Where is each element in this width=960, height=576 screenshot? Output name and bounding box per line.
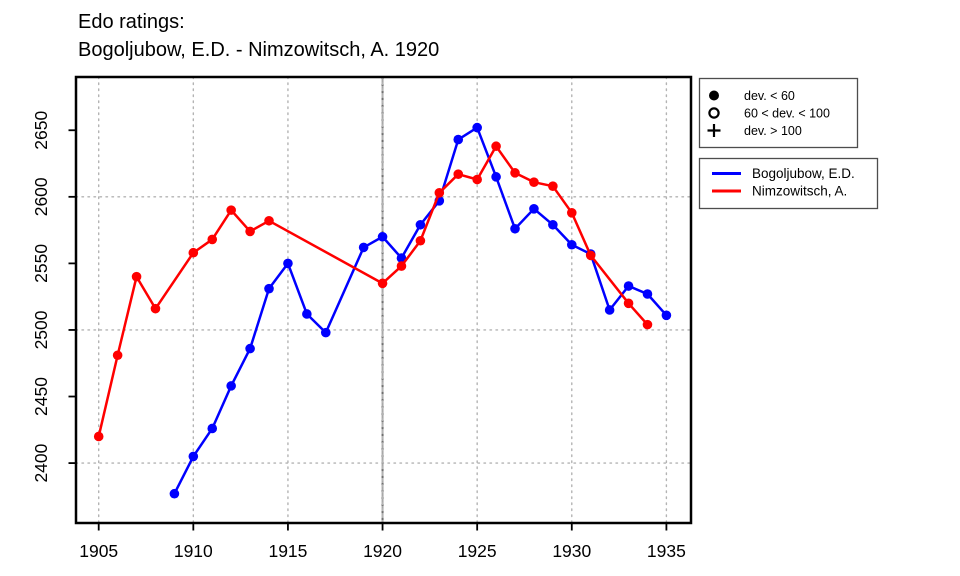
chart-title-line1: Edo ratings: <box>78 11 185 33</box>
x-tick-label: 1925 <box>458 541 497 561</box>
data-point-2 <box>548 181 558 191</box>
series-legend: Bogoljubow, E.D. Nimzowitsch, A. <box>698 157 879 210</box>
data-point-2 <box>566 207 577 218</box>
data-point-2 <box>472 174 482 185</box>
symbol-legend-box <box>698 77 859 149</box>
y-tick-label: 2550 <box>31 244 51 283</box>
data-point-2 <box>131 271 142 282</box>
data-point-1 <box>510 223 520 234</box>
axes-layer: 1905 1910 1915 1920 1925 1930 1935 2400 2450 2500… <box>31 111 686 561</box>
y-tick-label: 2600 <box>31 177 51 216</box>
chart-title-line2: Bogoljubow, E.D. - Nimzowitsch, A. 1920 <box>78 39 439 61</box>
data-point-2 <box>377 278 388 289</box>
symbol-legend-label-3: dev. > 100 <box>744 124 802 138</box>
data-point-1 <box>396 253 407 263</box>
gridline-layer <box>75 76 692 524</box>
y-tick-label: 2500 <box>31 310 51 349</box>
data-point-1 <box>604 305 615 315</box>
data-point-2 <box>434 188 445 198</box>
series-legend-box <box>698 157 879 210</box>
data-point-1 <box>642 289 653 299</box>
data-point-1 <box>377 231 388 242</box>
data-point-1 <box>358 242 369 253</box>
data-point-2 <box>188 247 199 258</box>
symbol-legend-label-2: 60 < dev. < 100 <box>744 107 830 121</box>
symbol-legend: dev. < 60 60 < dev. < 100 dev. > 100 <box>698 77 859 149</box>
data-point-1 <box>453 134 464 145</box>
data-point-2 <box>585 250 596 261</box>
data-point-1 <box>283 258 293 269</box>
series-line-2 <box>97 144 649 438</box>
data-point-2 <box>491 141 501 152</box>
data-point-2 <box>529 177 539 187</box>
series-line-1 <box>173 126 668 495</box>
data-point-1 <box>491 172 501 182</box>
data-point-1 <box>415 219 426 230</box>
data-point-2 <box>264 215 274 226</box>
data-point-1 <box>226 381 236 391</box>
data-point-2 <box>245 226 255 237</box>
data-point-2 <box>510 168 520 178</box>
series-legend-label-2: Nimzowitsch, A. <box>752 184 847 199</box>
data-point-1 <box>188 451 199 462</box>
x-tick-label: 1915 <box>268 541 307 561</box>
filled-circle-icon <box>709 90 719 101</box>
data-point-1 <box>472 122 482 133</box>
x-tick-label: 1905 <box>79 541 118 561</box>
data-point-1 <box>169 488 180 499</box>
x-tick-label: 1920 <box>363 541 402 561</box>
x-tick-label: 1930 <box>552 541 591 561</box>
data-point-1 <box>566 239 577 250</box>
data-point-2 <box>396 261 407 271</box>
x-tick-label: 1935 <box>647 541 686 561</box>
plot-border <box>74 75 693 525</box>
data-point-1 <box>529 204 539 214</box>
data-point-2 <box>150 303 161 314</box>
data-point-2 <box>623 298 634 309</box>
series-legend-label-1: Bogoljubow, E.D. <box>752 166 855 181</box>
data-point-1 <box>302 309 312 319</box>
x-tick-label: 1910 <box>174 541 213 561</box>
data-point-1 <box>245 343 255 354</box>
data-point-2 <box>226 205 236 215</box>
data-point-2 <box>93 431 104 442</box>
data-point-2 <box>415 235 426 246</box>
data-point-1 <box>264 283 274 294</box>
symbol-legend-label-1: dev. < 60 <box>744 89 795 103</box>
y-tick-label: 2650 <box>31 111 51 150</box>
data-point-2 <box>642 319 653 330</box>
data-point-1 <box>207 423 218 434</box>
data-point-2 <box>112 350 123 361</box>
plus-icon <box>707 124 721 137</box>
data-point-2 <box>453 169 464 179</box>
y-tick-label: 2450 <box>31 377 51 416</box>
data-point-1 <box>320 327 331 338</box>
data-point-1 <box>661 310 672 321</box>
series-layer <box>93 122 672 499</box>
data-point-2 <box>207 234 218 245</box>
y-tick-label: 2400 <box>31 443 51 482</box>
data-point-1 <box>548 219 558 230</box>
open-circle-icon <box>708 107 720 119</box>
data-point-1 <box>623 281 634 291</box>
